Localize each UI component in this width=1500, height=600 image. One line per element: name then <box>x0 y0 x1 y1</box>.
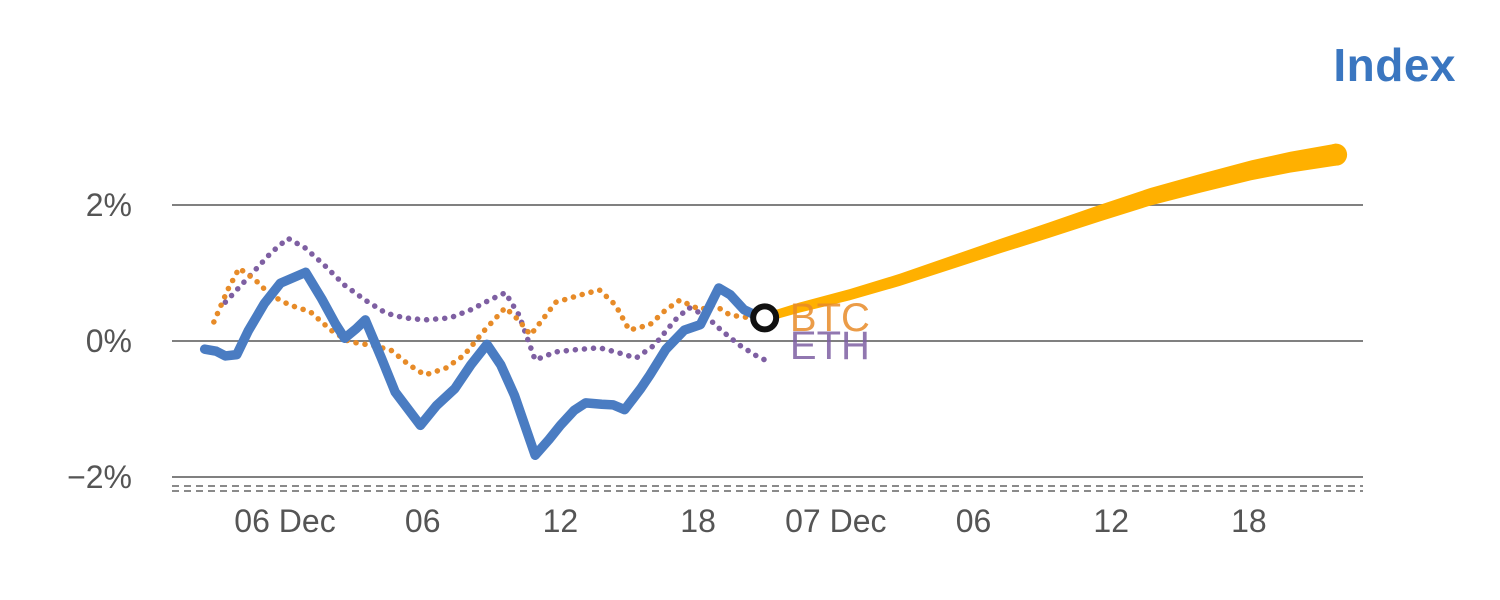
series-line-index <box>199 267 770 460</box>
x-tick-label: 06 <box>405 503 441 539</box>
x-tick-label: 18 <box>1231 503 1267 539</box>
x-tick-label: 06 <box>956 503 992 539</box>
series-line-eth <box>222 235 772 365</box>
series-line-btc <box>211 265 772 378</box>
series-label-btc: BTC <box>790 296 870 340</box>
x-tick-label: 07 Dec <box>785 503 886 539</box>
chart-title: Index <box>1333 39 1456 91</box>
x-tick-label: 12 <box>543 503 579 539</box>
y-tick-label: 2% <box>86 187 132 223</box>
forecast-band-end-cap <box>1325 143 1348 166</box>
x-tick-label: 18 <box>680 503 716 539</box>
y-tick-label: −2% <box>67 459 132 495</box>
forecast-band <box>764 143 1337 323</box>
current-point-marker <box>750 303 780 333</box>
series-label-eth: ETH <box>790 324 870 368</box>
y-tick-label: 0% <box>86 323 132 359</box>
x-tick-label: 12 <box>1093 503 1129 539</box>
x-tick-label: 06 Dec <box>234 503 335 539</box>
